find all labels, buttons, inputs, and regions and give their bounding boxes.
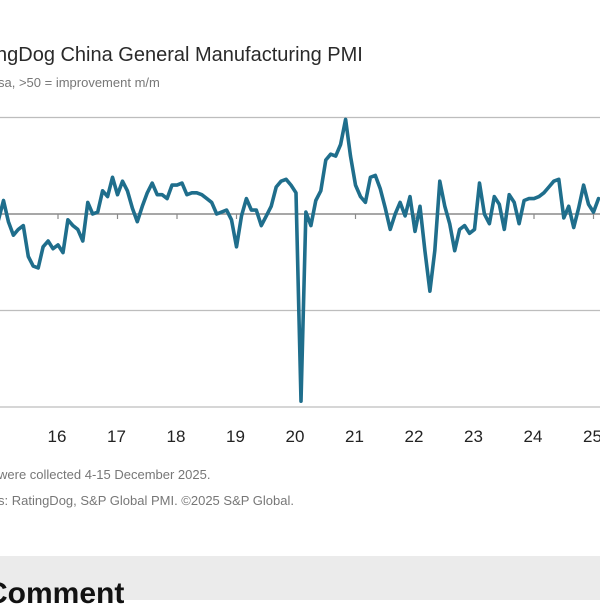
x-tick-label: 24 [524,427,543,446]
x-axis-labels: 516171819202122232425 [0,427,600,446]
pmi-line [0,119,599,401]
x-tick-label: 19 [226,427,245,446]
x-tick-label: 22 [405,427,424,446]
x-tick-label: 23 [464,427,483,446]
x-tick-label: 17 [107,427,126,446]
x-tick-label: 21 [345,427,364,446]
comment-heading: Comment [0,577,124,611]
x-tick-label: 16 [48,427,67,446]
series-pmi [0,119,599,401]
x-tick-label: 18 [167,427,186,446]
x-tick-label: 20 [286,427,305,446]
x-tick-label: 25 [583,427,600,446]
footnote-collection: were collected 4-15 December 2025. [0,467,210,482]
pmi-chart: 516171819202122232425 [0,0,600,450]
footnote-source: s: RatingDog, S&P Global PMI. ©2025 S&P … [0,493,294,508]
